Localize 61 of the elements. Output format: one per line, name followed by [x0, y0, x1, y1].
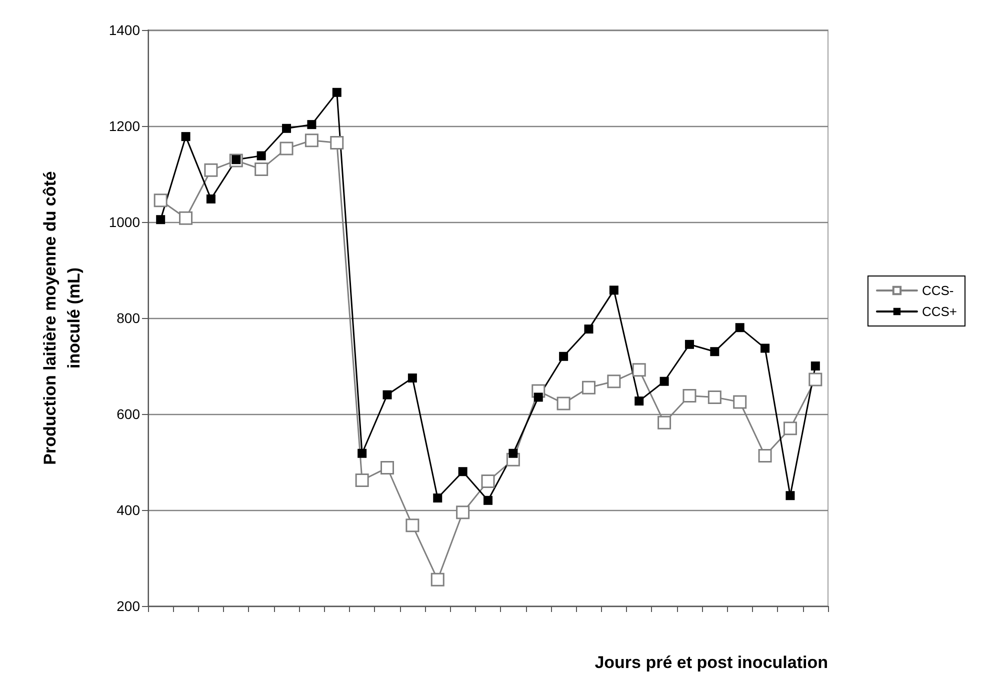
point — [733, 395, 747, 409]
point — [280, 142, 294, 156]
point — [330, 136, 344, 150]
point — [658, 416, 672, 430]
point — [735, 323, 744, 332]
point — [179, 211, 193, 225]
point — [682, 389, 696, 403]
point — [632, 363, 646, 377]
point — [484, 496, 492, 505]
point — [181, 132, 190, 142]
y-tick-label: 1200 — [108, 118, 140, 134]
point — [304, 134, 318, 148]
point — [382, 390, 392, 400]
point — [433, 494, 442, 502]
point — [634, 396, 644, 406]
point — [358, 448, 367, 458]
point — [456, 506, 470, 520]
y-tick-label: 200 — [116, 598, 140, 614]
point — [204, 163, 218, 177]
point — [254, 162, 268, 176]
y-tick-label: 1000 — [108, 214, 140, 230]
point — [660, 376, 669, 386]
point — [534, 392, 543, 402]
point — [556, 396, 570, 410]
point — [256, 151, 266, 160]
point — [206, 194, 216, 204]
y-tick-label: 1400 — [108, 22, 140, 38]
point — [810, 362, 820, 370]
point — [758, 449, 772, 463]
point — [380, 461, 394, 475]
point — [559, 352, 568, 361]
point — [458, 467, 468, 476]
point — [154, 194, 168, 208]
point — [808, 372, 822, 386]
point — [307, 120, 316, 130]
point — [786, 491, 795, 500]
point — [582, 380, 596, 394]
point — [783, 422, 797, 436]
y-tick-label: 600 — [116, 406, 140, 422]
point — [430, 572, 444, 586]
point — [332, 88, 342, 97]
x-axis-title: Jours pré et post inoculation — [594, 653, 828, 672]
point — [584, 324, 594, 334]
y-tick-label: 800 — [116, 310, 140, 326]
point — [710, 347, 720, 356]
legend-label: CCS- — [922, 283, 954, 298]
point — [355, 473, 369, 487]
point — [607, 374, 621, 388]
point — [684, 340, 694, 349]
legend-label: CCS+ — [922, 304, 958, 319]
point — [760, 344, 770, 353]
point — [282, 124, 292, 133]
point — [406, 518, 420, 532]
y-tick-label: 400 — [116, 502, 140, 518]
point — [481, 474, 495, 488]
point — [609, 286, 618, 295]
point — [508, 448, 518, 458]
point — [156, 215, 166, 224]
y-axis-title: Production laitière moyenne du côté inoculé (mL) — [40, 171, 84, 465]
point — [408, 374, 417, 382]
point — [708, 390, 722, 404]
